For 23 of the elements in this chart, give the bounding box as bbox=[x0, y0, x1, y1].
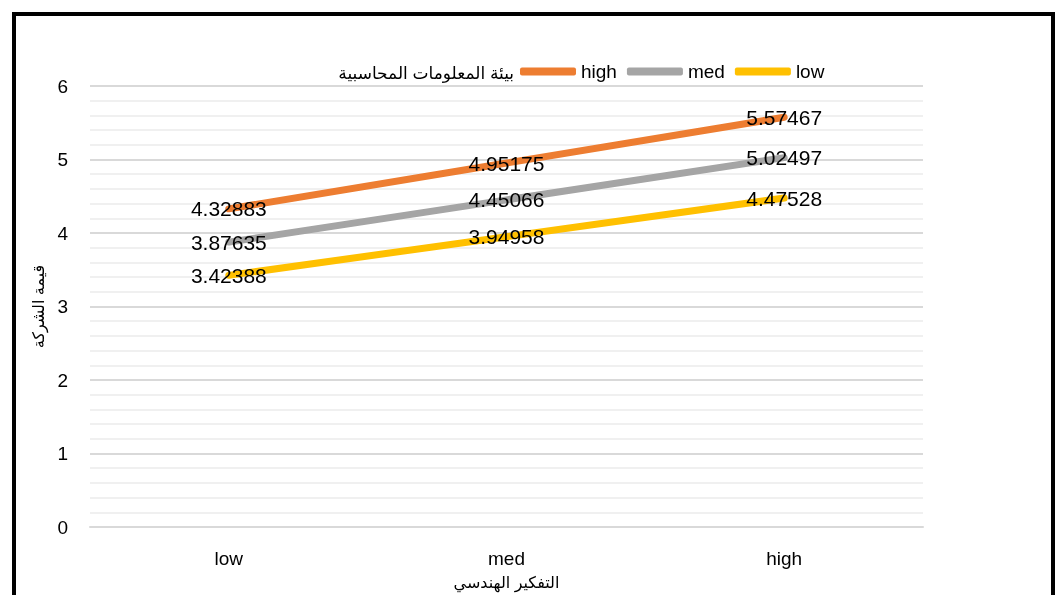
data-label: 4.95175 bbox=[468, 151, 545, 175]
y-tick-label: 5 bbox=[57, 149, 68, 170]
data-label: 4.47528 bbox=[746, 186, 823, 210]
x-tick-label: low bbox=[214, 548, 244, 569]
legend-title: بيئة المعلومات المحاسبية bbox=[338, 63, 514, 83]
legend-label: low bbox=[795, 61, 825, 82]
y-tick-label: 3 bbox=[57, 296, 68, 317]
data-label: 4.32883 bbox=[190, 197, 267, 221]
y-axis-title: قيمة الشركة bbox=[29, 264, 49, 349]
data-label: 4.45066 bbox=[468, 188, 545, 212]
y-tick-label: 0 bbox=[57, 516, 68, 538]
legend-label: med bbox=[687, 61, 725, 82]
y-tick-label: 4 bbox=[57, 222, 69, 244]
x-axis-title: التفكير الهندسي bbox=[453, 573, 560, 593]
data-label: 3.87635 bbox=[190, 230, 267, 254]
legend-label: high bbox=[581, 61, 617, 82]
data-label: 3.42388 bbox=[190, 263, 267, 287]
data-label: 5.02497 bbox=[746, 146, 823, 170]
y-tick-label: 1 bbox=[57, 443, 68, 464]
x-tick-label: high bbox=[766, 548, 803, 569]
y-tick-label: 6 bbox=[57, 75, 68, 97]
x-tick-label: med bbox=[488, 548, 525, 569]
y-tick-label: 2 bbox=[57, 369, 68, 391]
